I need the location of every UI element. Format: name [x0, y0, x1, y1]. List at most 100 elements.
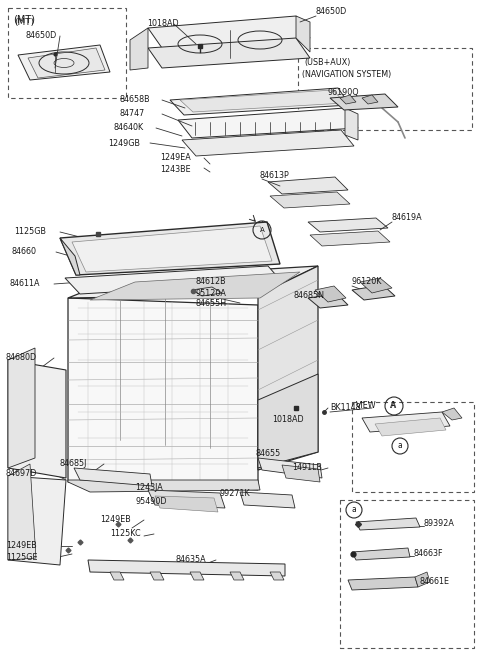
Polygon shape: [192, 287, 222, 296]
Text: 84655: 84655: [256, 449, 281, 458]
Polygon shape: [72, 226, 272, 272]
Polygon shape: [170, 88, 350, 115]
Text: 1125GE: 1125GE: [6, 553, 37, 562]
Polygon shape: [230, 572, 244, 580]
Polygon shape: [296, 16, 310, 52]
Polygon shape: [68, 298, 258, 490]
Text: 84685J: 84685J: [60, 460, 87, 468]
Polygon shape: [88, 560, 285, 576]
Text: 84680D: 84680D: [6, 354, 37, 362]
Text: 1249EB: 1249EB: [100, 515, 131, 525]
Polygon shape: [180, 90, 345, 112]
Text: (MT): (MT): [14, 18, 34, 27]
Polygon shape: [258, 458, 322, 478]
Polygon shape: [148, 38, 310, 68]
Polygon shape: [65, 266, 282, 294]
Polygon shape: [258, 374, 318, 468]
Polygon shape: [130, 28, 148, 70]
Polygon shape: [330, 94, 398, 110]
Polygon shape: [60, 238, 80, 275]
Text: (MT): (MT): [13, 15, 35, 25]
Text: 1249EA: 1249EA: [160, 154, 191, 162]
Polygon shape: [148, 490, 225, 508]
Polygon shape: [270, 572, 284, 580]
Polygon shape: [352, 548, 410, 560]
Polygon shape: [362, 412, 450, 432]
Text: 1125GB: 1125GB: [14, 228, 46, 237]
Polygon shape: [308, 218, 388, 232]
Polygon shape: [150, 572, 164, 580]
Text: 84635A: 84635A: [176, 555, 206, 564]
Text: (USB+AUX): (USB+AUX): [304, 58, 350, 67]
Polygon shape: [362, 95, 378, 104]
Text: 1018AD: 1018AD: [272, 415, 304, 424]
Text: 84619A: 84619A: [392, 213, 422, 222]
Text: 84655H: 84655H: [196, 300, 227, 309]
Polygon shape: [8, 464, 36, 560]
Polygon shape: [270, 192, 350, 208]
Polygon shape: [155, 496, 218, 512]
Polygon shape: [308, 294, 348, 308]
Polygon shape: [360, 278, 392, 293]
Text: VIEW: VIEW: [356, 400, 377, 409]
Polygon shape: [18, 45, 110, 80]
Polygon shape: [68, 266, 318, 298]
Polygon shape: [74, 468, 152, 486]
Text: A: A: [391, 402, 396, 411]
Polygon shape: [340, 95, 356, 104]
Text: a: a: [397, 441, 402, 451]
Text: a: a: [352, 506, 356, 515]
Text: (NAVIGATION SYSTEM): (NAVIGATION SYSTEM): [302, 69, 391, 78]
Text: 84663F: 84663F: [414, 549, 444, 559]
Text: A: A: [260, 227, 264, 233]
Text: 89392A: 89392A: [424, 519, 455, 528]
Polygon shape: [178, 108, 358, 138]
Polygon shape: [352, 285, 395, 300]
Text: 95490D: 95490D: [135, 498, 167, 506]
Text: 84612B: 84612B: [196, 277, 227, 286]
Polygon shape: [315, 286, 346, 302]
Text: BK1148: BK1148: [330, 404, 360, 413]
Polygon shape: [190, 572, 204, 580]
Text: 84685N: 84685N: [293, 292, 324, 300]
Text: 84660: 84660: [12, 247, 37, 256]
Text: 84747: 84747: [120, 109, 145, 118]
Polygon shape: [310, 231, 390, 246]
Polygon shape: [90, 272, 300, 300]
Text: 99271K: 99271K: [220, 489, 251, 498]
Text: 84697D: 84697D: [6, 470, 37, 479]
Polygon shape: [28, 48, 105, 78]
Text: 96190Q: 96190Q: [328, 88, 360, 97]
Text: 1125KC: 1125KC: [110, 530, 141, 538]
Polygon shape: [345, 108, 358, 140]
Text: 1018AD: 1018AD: [147, 20, 179, 29]
Polygon shape: [60, 222, 280, 275]
Polygon shape: [282, 465, 320, 482]
Polygon shape: [110, 572, 124, 580]
Polygon shape: [375, 418, 446, 436]
Text: 84650D: 84650D: [316, 7, 347, 16]
Text: 84661E: 84661E: [420, 577, 450, 587]
Text: 84650D: 84650D: [25, 31, 56, 41]
Polygon shape: [268, 177, 348, 194]
Polygon shape: [68, 480, 260, 492]
Polygon shape: [148, 16, 310, 48]
Polygon shape: [442, 408, 462, 420]
Text: A: A: [390, 400, 396, 409]
Text: 96120K: 96120K: [352, 277, 383, 286]
Text: 1243JA: 1243JA: [135, 483, 163, 492]
Text: 84611A: 84611A: [10, 279, 40, 288]
Polygon shape: [182, 130, 354, 156]
Text: 84613P: 84613P: [260, 171, 290, 179]
Polygon shape: [8, 360, 66, 478]
Text: 1491LB: 1491LB: [292, 464, 322, 472]
Polygon shape: [258, 266, 318, 470]
Polygon shape: [240, 492, 295, 508]
Polygon shape: [348, 577, 418, 590]
Text: 1243BE: 1243BE: [160, 165, 191, 175]
Polygon shape: [8, 476, 66, 565]
Text: 1249EB: 1249EB: [6, 542, 37, 551]
Polygon shape: [415, 572, 430, 587]
Text: 84658B: 84658B: [120, 95, 151, 105]
Text: 95120A: 95120A: [196, 288, 227, 298]
